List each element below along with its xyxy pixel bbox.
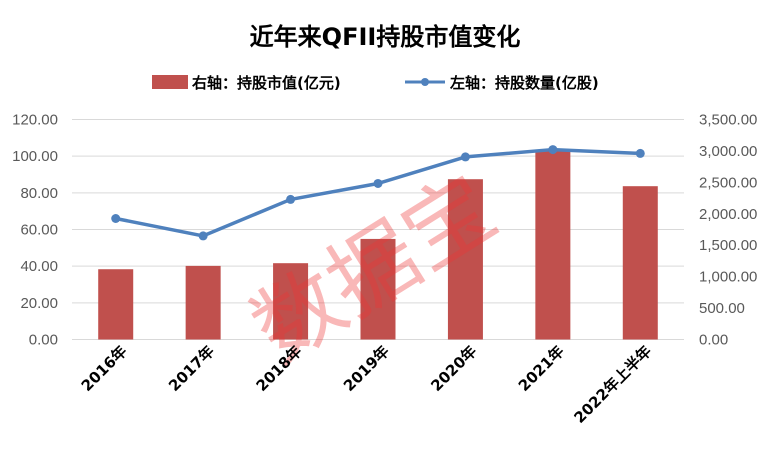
right-axis-tick-label: 2,500.00	[699, 174, 757, 191]
left-axis-tick-label: 60.00	[20, 222, 58, 239]
left-axis-tick-label: 120.00	[12, 112, 58, 129]
x-axis-tick-label: 2017年	[165, 342, 218, 395]
bar	[185, 265, 221, 340]
left-axis-tick-label: 0.00	[29, 332, 58, 349]
left-axis-tick-label: 100.00	[12, 148, 58, 165]
bar	[98, 269, 134, 340]
line-point	[286, 194, 296, 204]
left-axis-tick-label: 40.00	[20, 258, 58, 275]
bar	[447, 179, 483, 340]
chart-title: 近年来QFII持股市值变化	[250, 23, 521, 51]
left-axis-tick-label: 80.00	[20, 185, 58, 202]
bar	[622, 186, 658, 340]
legend-bar-label: 右轴：持股市值(亿元)	[192, 74, 341, 92]
line-point	[373, 178, 383, 188]
line-point	[198, 231, 208, 241]
right-axis-tick-label: 500.00	[699, 300, 745, 317]
x-axis-tick-label: 2021年	[515, 342, 568, 395]
legend-line-label: 左轴：持股数量(亿股)	[449, 74, 599, 92]
line-point	[111, 214, 121, 223]
bar	[360, 238, 396, 340]
x-axis-tick-label: 2019年	[340, 342, 393, 395]
line-point	[548, 145, 558, 155]
right-axis-tick-label: 2,000.00	[699, 206, 757, 223]
legend-line-marker	[421, 78, 429, 86]
right-axis-tick-label: 3,500.00	[699, 112, 757, 129]
x-axis-tick-label: 2016年	[78, 342, 131, 395]
x-axis-tick-label: 2022年上半年	[570, 342, 655, 427]
bar	[273, 263, 309, 340]
legend: 右轴：持股市值(亿元) 左轴：持股数量(亿股)	[152, 74, 599, 92]
legend-bar-swatch	[152, 75, 188, 89]
right-axis-tick-label: 0.00	[699, 332, 728, 349]
line-point	[635, 148, 645, 158]
left-axis-tick-label: 20.00	[20, 295, 58, 312]
line-point	[460, 152, 470, 162]
right-axis-tick-label: 1,500.00	[699, 237, 757, 254]
bar	[535, 150, 571, 340]
right-axis-tick-label: 3,000.00	[699, 143, 757, 160]
x-axis-tick-label: 2020年	[427, 342, 480, 395]
right-axis-tick-label: 1,000.00	[699, 269, 757, 286]
